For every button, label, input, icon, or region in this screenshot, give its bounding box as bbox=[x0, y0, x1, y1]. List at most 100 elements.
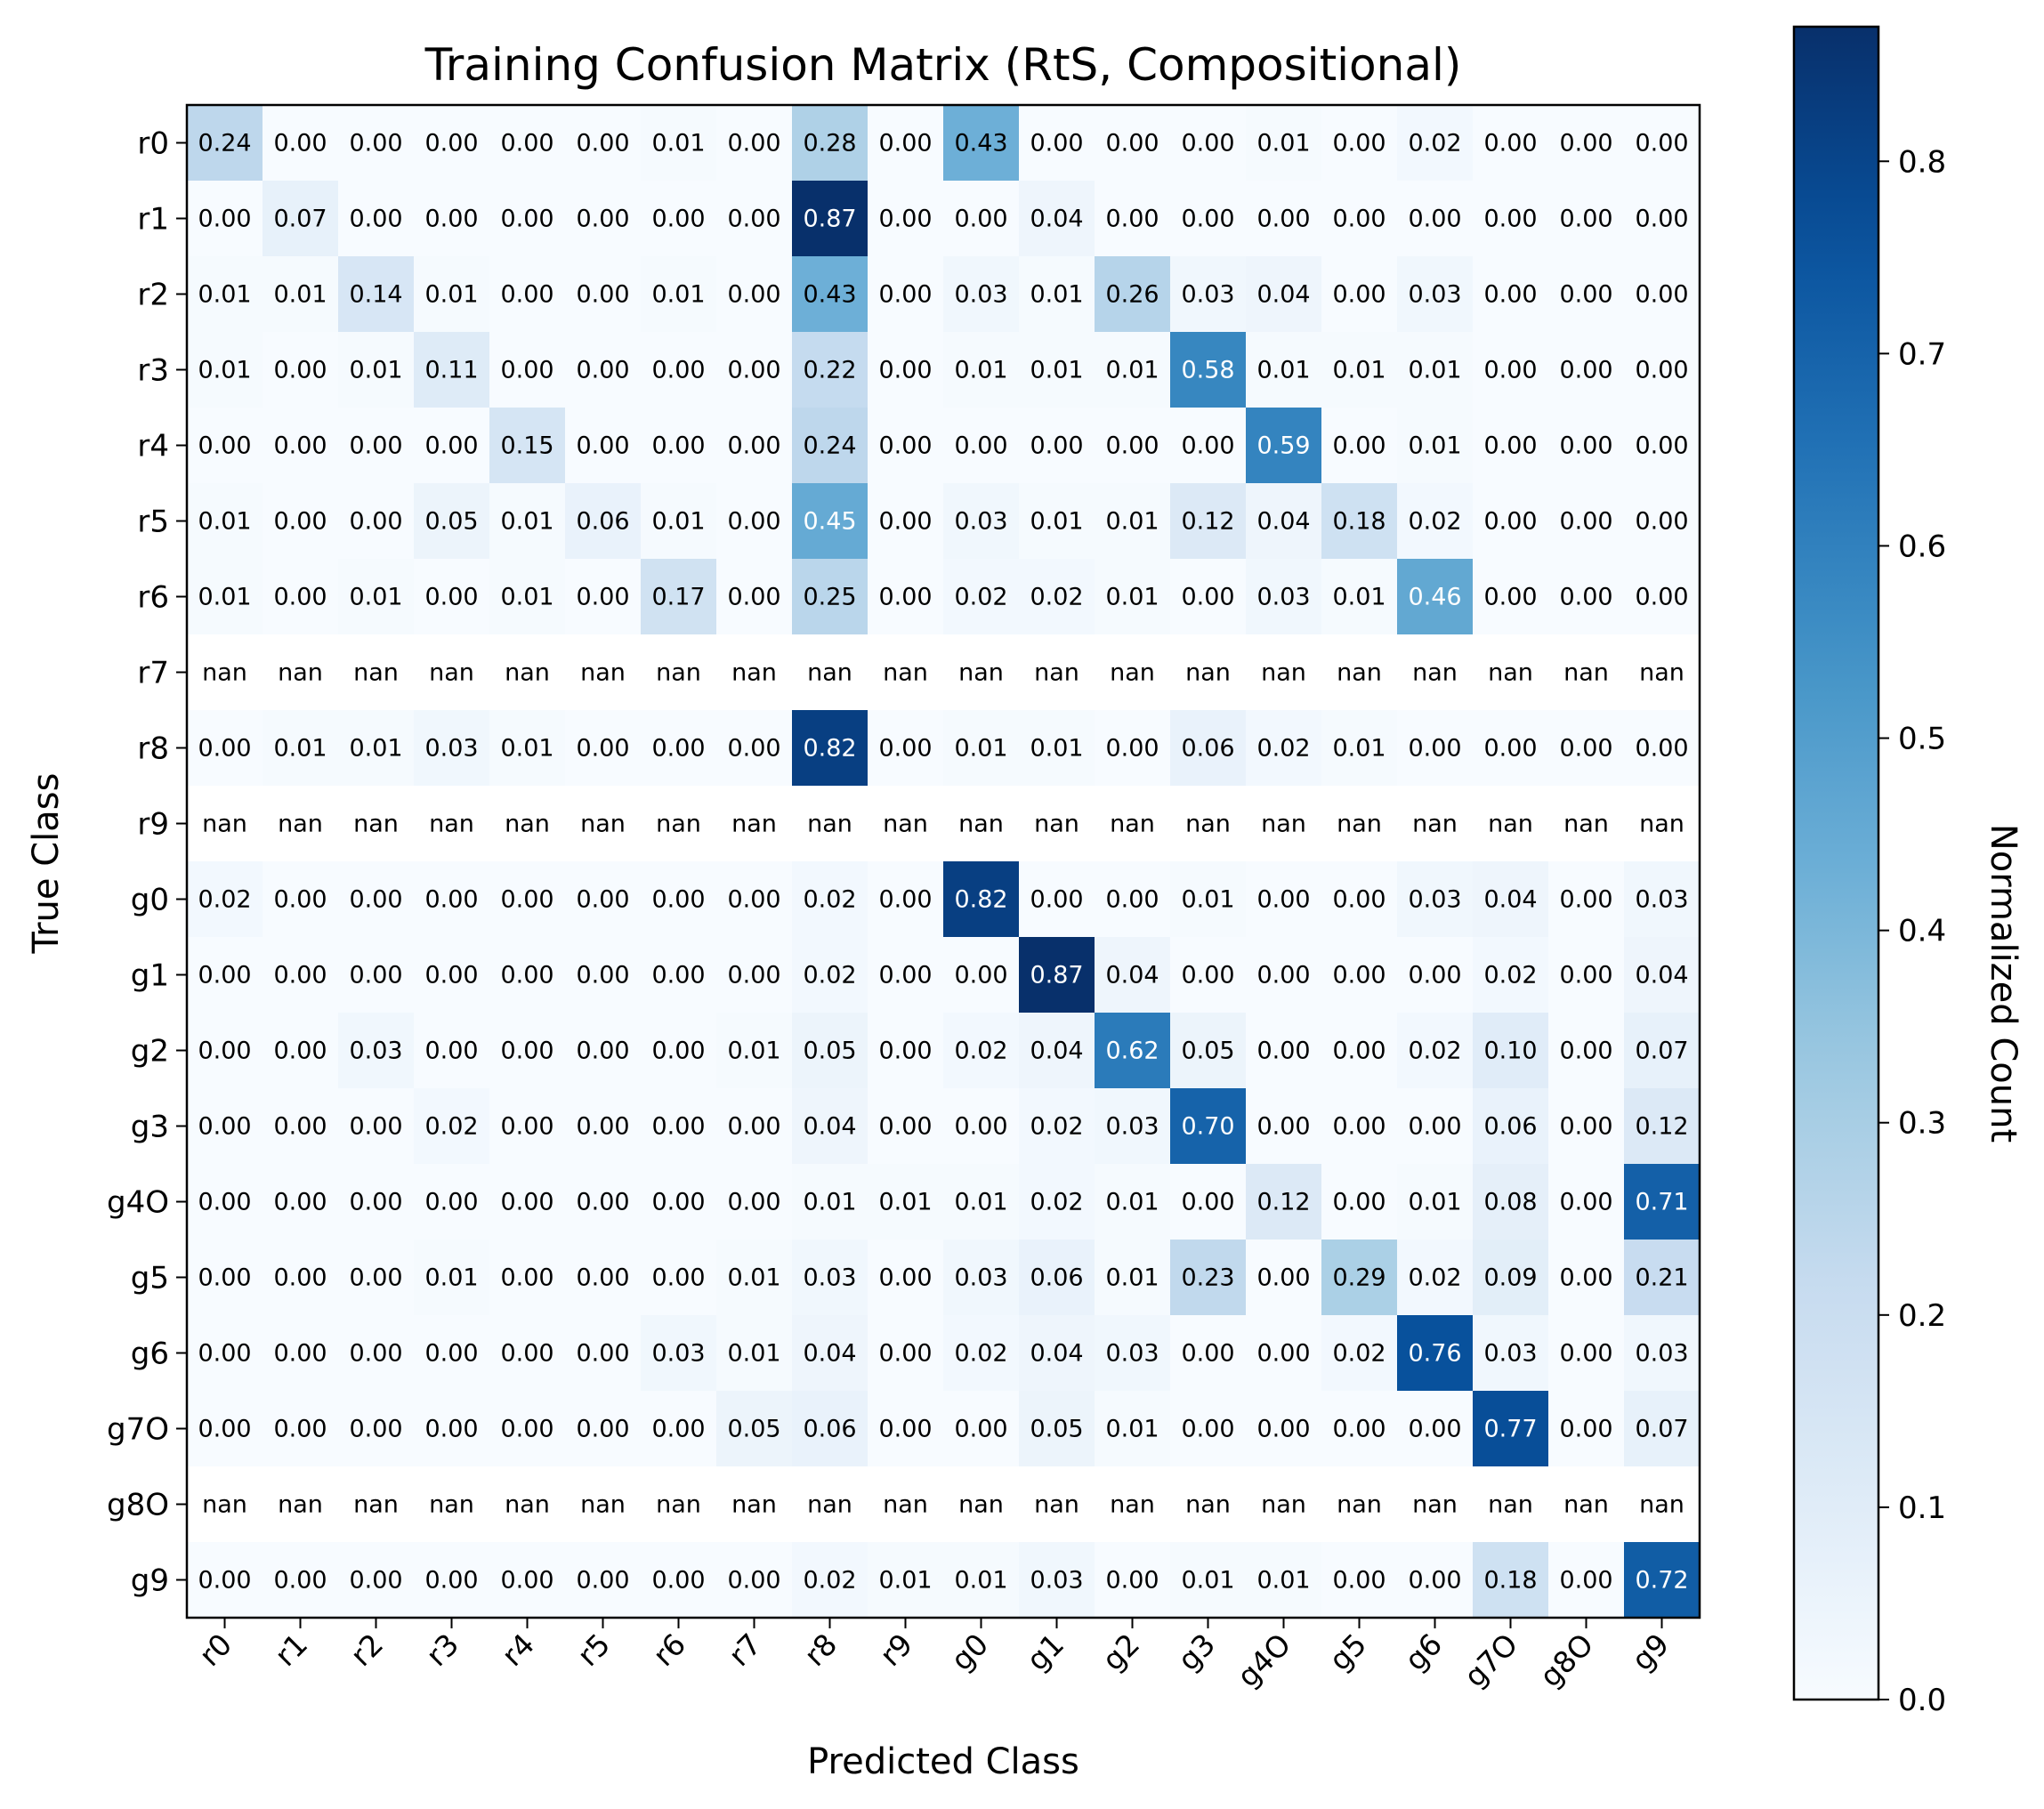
x-tick-label-r7: r7 bbox=[722, 1627, 768, 1673]
cell-g3-r2 bbox=[338, 1088, 415, 1165]
cell-label-r7-r9: nan bbox=[883, 659, 928, 687]
cell-label-r1-r6: 0.00 bbox=[651, 206, 705, 233]
cell-g9-r8 bbox=[792, 1542, 868, 1619]
cell-label-g2-r4: 0.00 bbox=[500, 1038, 553, 1065]
cell-label-g1-r8: 0.02 bbox=[803, 962, 856, 989]
cell-label-r0-r7: 0.00 bbox=[727, 130, 780, 157]
cell-label-g8O-g6: nan bbox=[1412, 1491, 1458, 1519]
cell-label-r0-r1: 0.00 bbox=[273, 130, 327, 157]
cell-label-g5-r9: 0.00 bbox=[878, 1264, 932, 1292]
cell-label-g5-g6: 0.02 bbox=[1408, 1264, 1461, 1292]
cell-r4-g6 bbox=[1397, 408, 1474, 484]
cell-r9-r3 bbox=[414, 786, 490, 862]
cell-label-g5-r7: 0.01 bbox=[727, 1264, 780, 1292]
cell-g0-r6 bbox=[641, 861, 717, 938]
cell-label-g7O-g9: 0.07 bbox=[1635, 1416, 1688, 1443]
colorbar-ticks: 0.0 0.1 0.2 0.3 0.4 0.5 0.6 0.7 0.8 bbox=[1878, 144, 1946, 1718]
cell-g7O-r7 bbox=[716, 1391, 793, 1467]
cell-r3-g9 bbox=[1624, 332, 1701, 408]
cell-label-g5-g2: 0.01 bbox=[1105, 1264, 1159, 1292]
cell-g2-r9 bbox=[868, 1013, 944, 1089]
cell-g4O-r4 bbox=[489, 1164, 566, 1240]
cell-label-r1-g8O: 0.00 bbox=[1559, 206, 1612, 233]
cell-r5-r2 bbox=[338, 483, 415, 560]
cell-label-r2-g3: 0.03 bbox=[1181, 281, 1234, 309]
cell-r7-r2 bbox=[338, 634, 415, 711]
cell-r2-g0 bbox=[943, 256, 1020, 333]
cell-g0-r3 bbox=[414, 861, 490, 938]
cell-label-r5-g1: 0.01 bbox=[1030, 508, 1083, 536]
cell-label-g3-g3: 0.70 bbox=[1181, 1113, 1234, 1141]
cell-g3-g2 bbox=[1095, 1088, 1171, 1165]
cell-r8-g7O bbox=[1473, 710, 1549, 787]
cell-label-g5-r5: 0.00 bbox=[576, 1264, 629, 1292]
cell-g3-r9 bbox=[868, 1088, 944, 1165]
cell-label-g7O-r6: 0.00 bbox=[651, 1416, 705, 1443]
x-axis-title: Predicted Class bbox=[807, 1741, 1079, 1782]
cell-label-g5-r4: 0.00 bbox=[500, 1264, 553, 1292]
cell-label-r3-g6: 0.01 bbox=[1408, 357, 1461, 384]
cell-label-g9-g0: 0.01 bbox=[954, 1567, 1007, 1595]
cell-r4-g3 bbox=[1170, 408, 1247, 484]
cell-g1-g6 bbox=[1397, 937, 1474, 1014]
heatmap-cells bbox=[187, 105, 1701, 1619]
x-tick-label-g8O: g8O bbox=[1533, 1627, 1601, 1694]
cell-label-r0-g2: 0.00 bbox=[1105, 130, 1159, 157]
cell-g0-g2 bbox=[1095, 861, 1171, 938]
cell-label-r7-r8: nan bbox=[807, 659, 852, 687]
cell-label-r8-g5: 0.01 bbox=[1332, 735, 1386, 763]
cell-g0-g0 bbox=[943, 861, 1020, 938]
cell-r3-g2 bbox=[1095, 332, 1171, 408]
cell-label-g0-r3: 0.00 bbox=[424, 886, 478, 914]
cell-r2-g5 bbox=[1321, 256, 1398, 333]
cell-label-g5-g1: 0.06 bbox=[1030, 1264, 1083, 1292]
cell-g4O-g8O bbox=[1548, 1164, 1625, 1240]
cell-label-r2-r7: 0.00 bbox=[727, 281, 780, 309]
y-tick-label-g5: g5 bbox=[131, 1261, 169, 1296]
cell-label-r5-g6: 0.02 bbox=[1408, 508, 1461, 536]
cell-g7O-r1 bbox=[263, 1391, 339, 1467]
cell-label-r0-r5: 0.00 bbox=[576, 130, 629, 157]
cell-label-r8-r1: 0.01 bbox=[273, 735, 327, 763]
cell-label-r0-r2: 0.00 bbox=[349, 130, 402, 157]
cell-label-r1-r1: 0.07 bbox=[273, 206, 327, 233]
cell-label-g9-g8O: 0.00 bbox=[1559, 1567, 1612, 1595]
cell-label-g3-r3: 0.02 bbox=[424, 1113, 478, 1141]
cell-g6-r6 bbox=[641, 1315, 717, 1392]
cell-label-r0-r9: 0.00 bbox=[878, 130, 932, 157]
cell-g3-r1 bbox=[263, 1088, 339, 1165]
cell-g5-r3 bbox=[414, 1240, 490, 1316]
cell-r3-g1 bbox=[1019, 332, 1095, 408]
cell-label-r9-r3: nan bbox=[429, 811, 474, 838]
cell-g3-r5 bbox=[565, 1088, 642, 1165]
x-tick-label-r9: r9 bbox=[873, 1627, 919, 1673]
cell-label-r2-r3: 0.01 bbox=[424, 281, 478, 309]
cell-label-g4O-r5: 0.00 bbox=[576, 1189, 629, 1216]
cell-label-g4O-r2: 0.00 bbox=[349, 1189, 402, 1216]
cell-label-r4-r9: 0.00 bbox=[878, 432, 932, 460]
cell-g8O-g2 bbox=[1095, 1466, 1171, 1543]
cell-g5-g6 bbox=[1397, 1240, 1474, 1316]
colorbar-tick-label: 0.7 bbox=[1898, 336, 1946, 372]
cell-label-r7-g8O: nan bbox=[1563, 659, 1609, 687]
cell-r6-g1 bbox=[1019, 559, 1095, 635]
cell-label-r6-r8: 0.25 bbox=[803, 584, 856, 611]
cell-r9-r2 bbox=[338, 786, 415, 862]
cell-g4O-g0 bbox=[943, 1164, 1020, 1240]
cell-r8-g4O bbox=[1246, 710, 1322, 787]
cell-r6-r1 bbox=[263, 559, 339, 635]
cell-r1-g5 bbox=[1321, 181, 1398, 257]
cell-r0-g1 bbox=[1019, 105, 1095, 182]
cell-g0-r5 bbox=[565, 861, 642, 938]
cell-value-labels: 0.24 0.00 0.00 0.00 0.00 0.00 0.01 0.00 0.28 0.00… bbox=[198, 130, 1688, 1595]
cell-g4O-r7 bbox=[716, 1164, 793, 1240]
cell-label-r5-r1: 0.00 bbox=[273, 508, 327, 536]
cell-g3-g4O bbox=[1246, 1088, 1322, 1165]
cell-r2-r3 bbox=[414, 256, 490, 333]
cell-label-r4-r2: 0.00 bbox=[349, 432, 402, 460]
cell-label-r1-g0: 0.00 bbox=[954, 206, 1007, 233]
cell-r7-g6 bbox=[1397, 634, 1474, 711]
cell-label-r8-g2: 0.00 bbox=[1105, 735, 1159, 763]
cell-g2-g8O bbox=[1548, 1013, 1625, 1089]
